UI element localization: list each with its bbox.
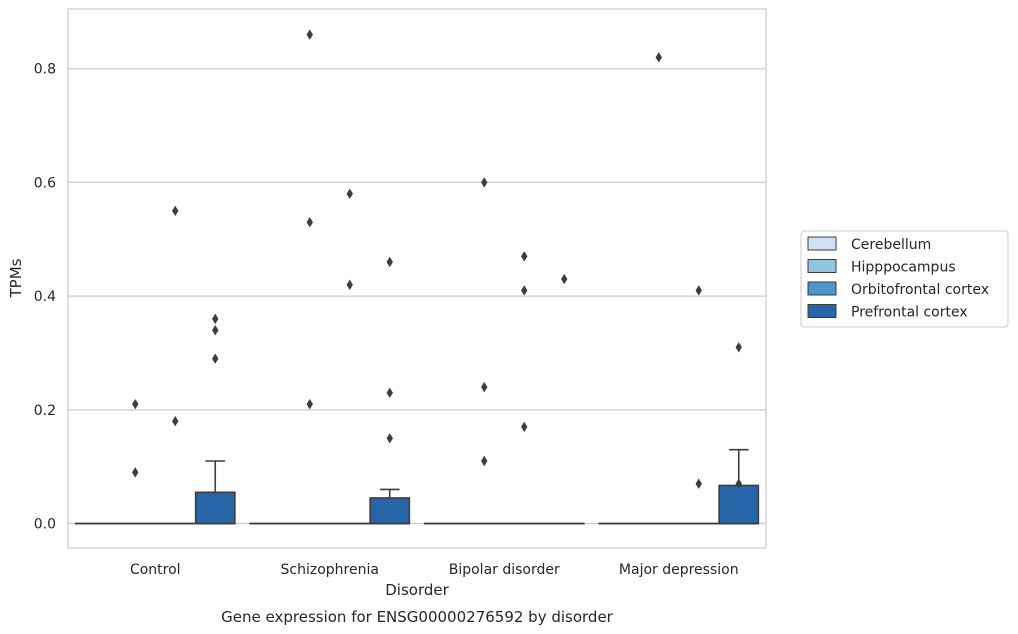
box-group bbox=[194, 313, 236, 525]
outlier-point bbox=[561, 273, 568, 285]
y-tick-label: 0.4 bbox=[34, 289, 56, 305]
plot-area bbox=[67, 8, 767, 549]
box-group bbox=[678, 285, 720, 525]
y-tick-labels: 0.0 0.2 0.4 0.6 0.8 bbox=[34, 62, 56, 533]
box-group bbox=[114, 398, 156, 525]
box-group bbox=[329, 188, 371, 525]
box-group bbox=[718, 342, 760, 525]
outlier-point bbox=[521, 285, 528, 296]
outlier-point bbox=[172, 416, 179, 427]
x-axis-title: Disorder bbox=[385, 581, 449, 599]
box-group bbox=[369, 256, 411, 525]
outlier-point bbox=[695, 285, 702, 296]
outlier-point bbox=[306, 29, 313, 40]
outlier-point bbox=[346, 188, 353, 199]
box-group bbox=[463, 177, 505, 525]
box-group bbox=[154, 205, 196, 525]
outlier-point bbox=[481, 455, 488, 467]
box-layer bbox=[74, 29, 760, 525]
x-tick-label: Bipolar disorder bbox=[449, 562, 560, 578]
outlier-point bbox=[386, 387, 393, 398]
box-group bbox=[503, 251, 545, 525]
legend-swatch bbox=[807, 281, 837, 296]
legend-swatch bbox=[807, 236, 837, 251]
outlier-point bbox=[386, 256, 393, 268]
outlier-point bbox=[521, 421, 528, 433]
outlier-point bbox=[481, 381, 488, 393]
y-tick-label: 0.2 bbox=[34, 403, 56, 419]
outlier-point bbox=[481, 177, 488, 188]
legend-items: Cerebellum Hipppocampus Orbitofrontal cort… bbox=[807, 236, 989, 321]
y-tick-label: 0.6 bbox=[34, 175, 56, 191]
legend-label: Cerebellum bbox=[851, 237, 931, 253]
outlier-point bbox=[521, 251, 528, 262]
outlier-point bbox=[132, 398, 139, 410]
outlier-point bbox=[212, 313, 219, 325]
box bbox=[369, 497, 411, 525]
legend-swatch bbox=[807, 304, 837, 318]
x-tick-label: Major depression bbox=[619, 562, 739, 578]
x-tick-label: Control bbox=[130, 562, 181, 578]
outlier-point bbox=[212, 353, 219, 364]
outlier-point bbox=[306, 217, 313, 228]
outlier-point bbox=[346, 279, 353, 290]
box-group bbox=[638, 52, 680, 525]
legend-label: Orbitofrontal cortex bbox=[851, 282, 989, 298]
y-tick-label: 0.0 bbox=[34, 517, 56, 533]
x-tick-label: Schizophrenia bbox=[281, 562, 379, 578]
outlier-point bbox=[695, 478, 702, 489]
box bbox=[718, 484, 760, 525]
legend-label: Prefrontal cortex bbox=[851, 305, 968, 321]
outlier-point bbox=[132, 467, 139, 478]
outlier-point bbox=[172, 205, 179, 217]
outlier-point bbox=[735, 342, 742, 353]
outlier-point bbox=[306, 398, 313, 410]
legend-frame bbox=[800, 230, 1009, 328]
box-group bbox=[289, 29, 331, 525]
outlier-point bbox=[735, 478, 742, 489]
y-tick-label: 0.8 bbox=[34, 62, 56, 78]
legend-swatch bbox=[807, 259, 837, 273]
outlier-point bbox=[212, 325, 219, 336]
legend-label: Hipppocampus bbox=[851, 260, 956, 276]
box-group bbox=[543, 273, 585, 525]
figure-caption: Gene expression for ENSG00000276592 by d… bbox=[221, 608, 614, 626]
x-tick-labels: Control Schizophrenia Bipolar disorder Majo… bbox=[130, 562, 739, 578]
outlier-point bbox=[386, 433, 393, 444]
y-axis-title: TPMs bbox=[7, 258, 25, 298]
box bbox=[194, 491, 236, 525]
grid-lines bbox=[68, 68, 766, 525]
legend: Cerebellum Hipppocampus Orbitofrontal cort… bbox=[800, 230, 1009, 328]
outlier-point bbox=[655, 52, 662, 63]
